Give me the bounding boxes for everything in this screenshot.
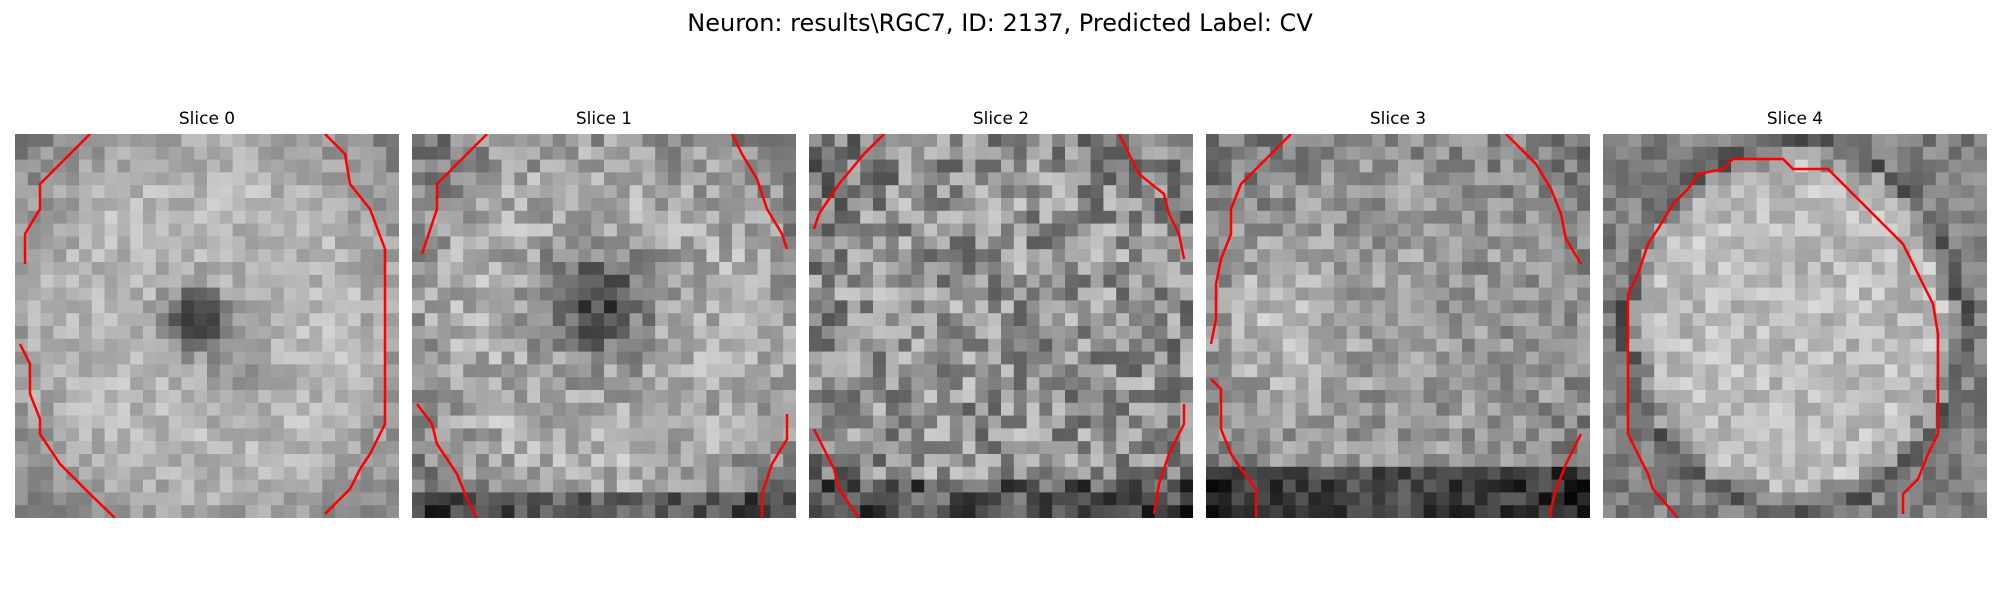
contour-line-left-lower-3 [1210, 378, 1258, 518]
slice-panel-1: Slice 1 [412, 108, 796, 518]
slice-image-0 [15, 134, 399, 518]
figure-title: Neuron: results\RGC7, ID: 2137, Predicte… [687, 9, 1313, 37]
slice-title-2: Slice 2 [972, 109, 1030, 129]
slice-title-3: Slice 3 [1369, 109, 1427, 129]
contour-line-left-1 [420, 134, 488, 255]
slice-image-4 [1603, 134, 1987, 518]
contour-line-right-3 [1505, 134, 1583, 265]
contour-line-oval-4 [1626, 157, 1940, 518]
contour-line-right-lower-3 [1549, 433, 1583, 518]
slice-panel-4: Slice 4 [1603, 108, 1987, 518]
contour-line-right-2 [1117, 134, 1186, 260]
contour-line-left-lower-1 [416, 403, 479, 518]
contour-line-left-lower-0 [18, 343, 116, 518]
contour-line-left-2 [812, 134, 885, 230]
slice-image-1 [412, 134, 796, 518]
slice-title-0: Slice 0 [178, 109, 236, 129]
contour-line-left-3 [1209, 134, 1292, 345]
slice-title-1: Slice 1 [575, 109, 633, 129]
contour-line-right-1 [730, 134, 789, 250]
contour-line-right-lower-1 [760, 414, 789, 518]
slice-image-3 [1206, 134, 1590, 518]
slice-panel-0: Slice 0 [15, 108, 399, 518]
contour-line-left-lower-2 [812, 428, 861, 518]
contour-line-right-0 [324, 134, 387, 515]
slice-panel-3: Slice 3 [1206, 108, 1590, 518]
slice-image-2 [809, 134, 1193, 518]
slice-panel-2: Slice 2 [809, 108, 1193, 518]
slice-title-4: Slice 4 [1766, 109, 1824, 129]
contour-line-left-0 [23, 134, 91, 264]
contour-line-right-lower-2 [1152, 404, 1186, 515]
